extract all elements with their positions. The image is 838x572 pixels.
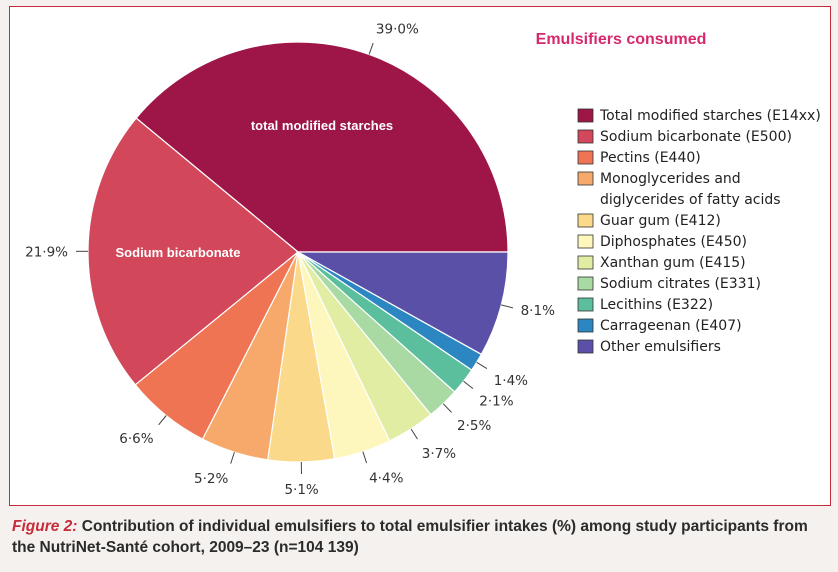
- caption-text: Contribution of individual emulsifiers t…: [12, 518, 808, 556]
- legend-swatch: [577, 318, 594, 333]
- figure-frame: Emulsifiers consumed total modified starc…: [9, 6, 831, 506]
- legend-swatch: [577, 171, 594, 186]
- caption-n-value: 104 139: [297, 539, 354, 556]
- percent-label: 5·1%: [284, 482, 318, 498]
- percent-label: 3·7%: [422, 446, 456, 462]
- percent-label: 8·1%: [521, 303, 555, 319]
- legend-swatch: [577, 213, 594, 228]
- percent-label: 39·0%: [376, 22, 419, 38]
- legend-label: Carrageenan (E407): [600, 318, 742, 334]
- slice-inside-label: total modified starches: [251, 118, 393, 133]
- leader-line: [442, 403, 452, 413]
- leader-line: [158, 415, 167, 426]
- legend-item: Sodium citrates (E331): [577, 276, 761, 292]
- percent-label: 4·4%: [369, 471, 403, 487]
- legend-swatch: [577, 108, 594, 123]
- legend-label: diglycerides of fatty acids: [600, 192, 781, 208]
- legend-swatch: [577, 255, 594, 270]
- leader-line: [230, 451, 235, 464]
- percent-label: 21·9%: [25, 244, 68, 260]
- pie-slice-other-emulsifiers: [295, 251, 509, 356]
- caption-text-end: ): [353, 539, 359, 556]
- legend-item: Xanthan gum (E415): [577, 255, 746, 271]
- legend-item: Other emulsifiers: [577, 339, 721, 355]
- legend-swatch: [577, 276, 594, 291]
- legend-item: Diphosphates (E450): [577, 234, 747, 250]
- legend-swatch: [577, 150, 594, 165]
- legend-label: Total modified starches (E14xx): [599, 108, 821, 124]
- legend-label: Xanthan gum (E415): [600, 255, 746, 271]
- pie-slice-total-modified-starches: [135, 41, 509, 253]
- chart-title: Emulsifiers consumed: [536, 31, 707, 48]
- percent-label: 1·4%: [494, 373, 528, 389]
- legend-item: Carrageenan (E407): [577, 318, 742, 334]
- leader-line: [463, 380, 474, 389]
- figure-caption: Figure 2: Contribution of individual emu…: [12, 516, 828, 558]
- legend-label: Lecithins (E322): [600, 297, 713, 313]
- percent-label: 6·6%: [119, 431, 153, 447]
- caption-label: Figure 2:: [12, 518, 78, 535]
- legend-label: Diphosphates (E450): [600, 234, 747, 250]
- legend-label: Monoglycerides and: [600, 171, 741, 187]
- legend-swatch: [577, 129, 594, 144]
- leader-line: [362, 451, 368, 464]
- legend-label: Guar gum (E412): [600, 213, 721, 229]
- leader-line: [501, 304, 514, 309]
- legend-swatch: [577, 234, 594, 249]
- legend-item: Lecithins (E322): [577, 297, 713, 313]
- legend-item: Guar gum (E412): [577, 213, 721, 229]
- leader-line: [368, 42, 374, 55]
- leader-line: [476, 361, 488, 370]
- legend-swatch: [577, 297, 594, 312]
- legend-label: Pectins (E440): [600, 150, 701, 166]
- legend-item: Monoglycerides and diglycerides of fatty …: [577, 171, 781, 208]
- percent-label: 5·2%: [194, 471, 228, 487]
- leader-line: [410, 428, 418, 440]
- legend-label: Sodium citrates (E331): [600, 276, 761, 292]
- percent-label: 2·5%: [457, 418, 491, 434]
- legend-item: Total modified starches (E14xx): [577, 108, 821, 124]
- slice-inside-label: Sodium bicarbonate: [116, 245, 241, 260]
- legend-swatch: [577, 339, 594, 354]
- legend-label: Sodium bicarbonate (E500): [600, 129, 792, 145]
- legend-item: Pectins (E440): [577, 150, 701, 166]
- percent-label: 2·1%: [479, 394, 513, 410]
- pie-chart: Emulsifiers consumed total modified starc…: [25, 22, 821, 498]
- legend-label: Other emulsifiers: [600, 339, 721, 355]
- legend-item: Sodium bicarbonate (E500): [577, 129, 792, 145]
